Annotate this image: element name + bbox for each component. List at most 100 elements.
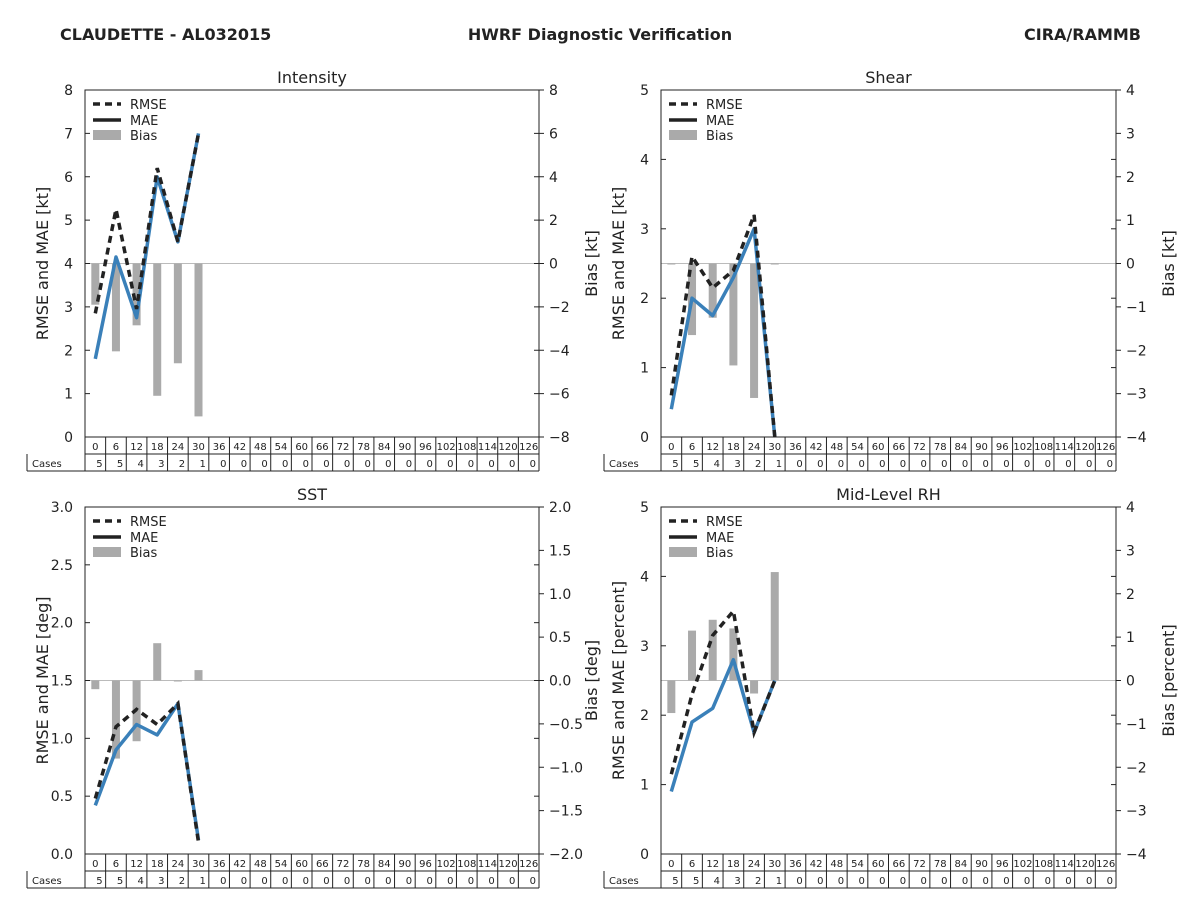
bias-bar xyxy=(688,630,697,681)
lead-hour-label: 54 xyxy=(851,442,864,453)
left-tick-label: 0 xyxy=(640,430,649,446)
case-count: 0 xyxy=(509,876,515,887)
case-count: 2 xyxy=(179,459,185,470)
left-tick-label: 4 xyxy=(64,257,73,273)
bias-bar xyxy=(153,643,162,681)
bias-bar xyxy=(111,263,120,352)
case-count: 0 xyxy=(530,459,536,470)
left-tick-label: 4 xyxy=(640,569,649,585)
case-count: 0 xyxy=(900,459,906,470)
left-axis-label: RMSE and MAE [percent] xyxy=(609,581,628,780)
lead-hour-label: 24 xyxy=(748,859,761,870)
right-tick-label: −8 xyxy=(549,430,570,446)
bias-bar xyxy=(750,263,759,398)
mae-line xyxy=(93,133,201,360)
bias-bar xyxy=(173,263,182,364)
lead-hour-label: 12 xyxy=(130,442,143,453)
case-count: 0 xyxy=(962,876,968,887)
case-count: 0 xyxy=(941,459,947,470)
bias-bar xyxy=(111,680,120,759)
left-axis-label: RMSE and MAE [kt] xyxy=(33,187,52,340)
lead-hour-label: 0 xyxy=(668,859,674,870)
rmse-line xyxy=(669,607,777,775)
lead-hour-label: 48 xyxy=(254,442,267,453)
case-count: 4 xyxy=(714,876,720,887)
lead-hour-label: 90 xyxy=(975,442,988,453)
lead-hour-label: 42 xyxy=(810,859,823,870)
right-tick-label: −3 xyxy=(1126,387,1147,403)
case-count: 0 xyxy=(303,459,309,470)
lead-hour-label: 30 xyxy=(768,859,781,870)
case-count: 1 xyxy=(199,459,205,470)
lead-hour-label: 108 xyxy=(457,442,476,453)
lead-hour-label: 48 xyxy=(254,859,267,870)
right-tick-label: −0.5 xyxy=(549,717,583,733)
legend-mae-label: MAE xyxy=(706,114,734,129)
lead-hour-label: 120 xyxy=(498,442,517,453)
case-count: 5 xyxy=(693,876,699,887)
case-count: 5 xyxy=(96,876,102,887)
left-tick-label: 1.5 xyxy=(51,674,73,690)
lead-hour-label: 60 xyxy=(872,442,885,453)
bias-bar xyxy=(770,263,779,265)
case-count: 0 xyxy=(344,876,350,887)
lead-hour-label: 18 xyxy=(727,859,740,870)
case-count: 0 xyxy=(282,459,288,470)
case-count: 0 xyxy=(817,876,823,887)
right-tick-label: −1.5 xyxy=(549,804,583,820)
right-tick-label: −2 xyxy=(549,300,570,316)
right-tick-label: 4 xyxy=(1126,83,1135,99)
lead-hour-label: 102 xyxy=(1013,859,1032,870)
case-count: 0 xyxy=(983,459,989,470)
lead-hour-label: 36 xyxy=(789,859,802,870)
right-tick-label: 3 xyxy=(1126,126,1135,142)
case-count: 0 xyxy=(1045,459,1051,470)
lead-hour-label: 102 xyxy=(1013,442,1032,453)
right-tick-label: 2 xyxy=(1126,587,1135,603)
bias-bar xyxy=(173,680,182,682)
case-count: 1 xyxy=(776,876,782,887)
lead-hour-label: 60 xyxy=(295,859,308,870)
right-tick-label: −1.0 xyxy=(549,760,583,776)
lead-hour-label: 126 xyxy=(519,859,538,870)
left-tick-label: 1 xyxy=(640,361,649,377)
case-count: 0 xyxy=(323,459,329,470)
right-axis-label: Bias [kt] xyxy=(582,230,601,297)
case-count: 0 xyxy=(509,459,515,470)
lead-hour-label: 30 xyxy=(192,859,205,870)
case-count: 0 xyxy=(1003,876,1009,887)
case-count: 4 xyxy=(138,459,144,470)
case-count: 0 xyxy=(900,876,906,887)
panel-title: Mid-Level RH xyxy=(836,485,941,504)
right-tick-label: −4 xyxy=(1126,847,1147,863)
lead-hour-label: 72 xyxy=(913,859,926,870)
case-count: 0 xyxy=(426,459,432,470)
right-tick-label: 1.0 xyxy=(549,587,571,603)
left-tick-label: 8 xyxy=(64,83,73,99)
lead-hour-label: 48 xyxy=(830,859,843,870)
lead-hour-label: 6 xyxy=(689,442,695,453)
case-count: 0 xyxy=(983,876,989,887)
left-tick-label: 7 xyxy=(64,126,73,142)
legend-mae-label: MAE xyxy=(130,531,158,546)
case-count: 0 xyxy=(941,876,947,887)
right-tick-label: −2 xyxy=(1126,760,1147,776)
case-count: 0 xyxy=(1045,876,1051,887)
lead-hour-label: 66 xyxy=(316,442,329,453)
case-count: 3 xyxy=(734,459,740,470)
lead-hour-label: 90 xyxy=(398,442,411,453)
lead-hour-label: 78 xyxy=(934,442,947,453)
case-count: 0 xyxy=(1003,459,1009,470)
right-tick-label: −2 xyxy=(1126,343,1147,359)
lead-hour-label: 18 xyxy=(727,442,740,453)
lead-hour-label: 114 xyxy=(478,442,497,453)
right-axis-label: Bias [percent] xyxy=(1159,624,1178,736)
case-count: 0 xyxy=(920,459,926,470)
case-count: 0 xyxy=(447,876,453,887)
legend-bias-swatch xyxy=(669,130,697,140)
right-tick-label: 0 xyxy=(1126,257,1135,273)
mae-line xyxy=(669,227,777,438)
legend-bias-label: Bias xyxy=(130,546,157,561)
